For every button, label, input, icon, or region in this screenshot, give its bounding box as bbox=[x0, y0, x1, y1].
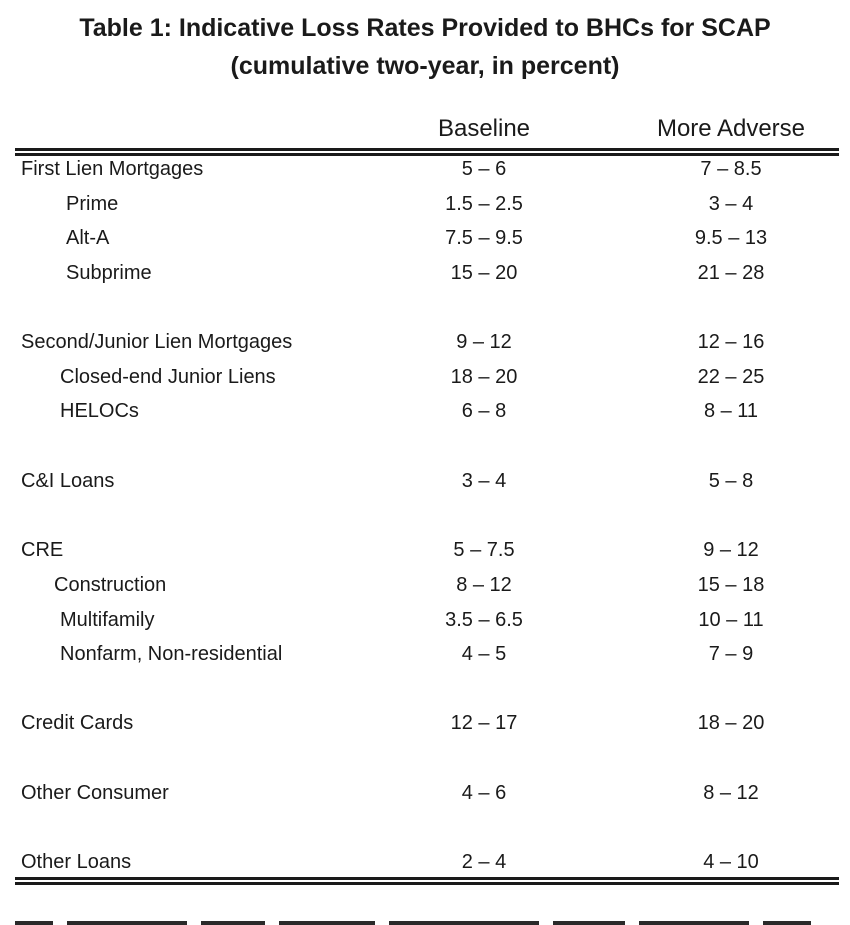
baseline-value: 3 – 4 bbox=[461, 470, 507, 492]
baseline-value: 5 – 7.5 bbox=[453, 539, 515, 561]
table-title: Table 1: Indicative Loss Rates Provided … bbox=[79, 14, 771, 42]
table-row: Credit Cards 12 – 17 18 – 20 bbox=[0, 708, 850, 738]
row-label: Other Loans bbox=[21, 851, 132, 873]
table-row: Multifamily 3.5 – 6.5 10 – 11 bbox=[0, 605, 850, 635]
table-row: Subprime 15 – 20 21 – 28 bbox=[0, 258, 850, 288]
more-adverse-value: 9.5 – 13 bbox=[694, 227, 768, 249]
more-adverse-value: 22 – 25 bbox=[697, 366, 765, 388]
baseline-value: 5 – 6 bbox=[461, 158, 507, 180]
baseline-value: 18 – 20 bbox=[450, 366, 518, 388]
table-row: CRE 5 – 7.5 9 – 12 bbox=[0, 535, 850, 565]
more-adverse-value: 15 – 18 bbox=[697, 574, 765, 596]
row-label: Other Consumer bbox=[21, 782, 169, 804]
baseline-value: 6 – 8 bbox=[461, 400, 507, 422]
table-row: Other Consumer 4 – 6 8 – 12 bbox=[0, 778, 850, 808]
column-header-more-adverse: More Adverse bbox=[656, 115, 806, 142]
table-row: Other Loans 2 – 4 4 – 10 bbox=[0, 847, 850, 877]
row-label: Alt-A bbox=[66, 227, 110, 249]
baseline-value: 3.5 – 6.5 bbox=[445, 609, 523, 631]
more-adverse-value: 3 – 4 bbox=[708, 193, 754, 215]
table-row: HELOCs 6 – 8 8 – 11 bbox=[0, 396, 850, 426]
row-label: Construction bbox=[54, 574, 167, 596]
header-rule-top bbox=[15, 148, 839, 151]
more-adverse-value: 21 – 28 bbox=[697, 262, 765, 284]
baseline-value: 15 – 20 bbox=[450, 262, 518, 284]
row-label: CRE bbox=[21, 539, 64, 561]
table-row: Prime 1.5 – 2.5 3 – 4 bbox=[0, 189, 850, 219]
row-label: Credit Cards bbox=[21, 712, 134, 734]
table-row: Nonfarm, Non-residential 4 – 5 7 – 9 bbox=[0, 639, 850, 669]
baseline-value: 1.5 – 2.5 bbox=[445, 193, 523, 215]
row-label: C&I Loans bbox=[21, 470, 115, 492]
more-adverse-value: 4 – 10 bbox=[703, 851, 759, 873]
table-row: Alt-A 7.5 – 9.5 9.5 – 13 bbox=[0, 223, 850, 253]
more-adverse-value: 7 – 9 bbox=[708, 643, 754, 665]
row-label: Nonfarm, Non-residential bbox=[60, 643, 283, 665]
row-label: HELOCs bbox=[60, 400, 139, 422]
more-adverse-value: 9 – 12 bbox=[703, 539, 759, 561]
table-subtitle: (cumulative two-year, in percent) bbox=[230, 52, 620, 80]
table-row: C&I Loans 3 – 4 5 – 8 bbox=[0, 466, 850, 496]
footer-rule-bottom bbox=[15, 882, 839, 885]
header-rule-bottom bbox=[15, 153, 839, 156]
more-adverse-value: 5 – 8 bbox=[708, 470, 754, 492]
baseline-value: 2 – 4 bbox=[461, 851, 507, 873]
baseline-value: 4 – 5 bbox=[461, 643, 507, 665]
row-label: Subprime bbox=[66, 262, 152, 284]
row-label: Prime bbox=[66, 193, 119, 215]
footer-rule-top bbox=[15, 877, 839, 880]
baseline-value: 7.5 – 9.5 bbox=[445, 227, 523, 249]
baseline-value: 4 – 6 bbox=[461, 782, 507, 804]
more-adverse-value: 8 – 11 bbox=[703, 400, 759, 422]
table-row: Second/Junior Lien Mortgages 9 – 12 12 –… bbox=[0, 327, 850, 357]
table-row: First Lien Mortgages 5 – 6 7 – 8.5 bbox=[0, 154, 850, 184]
row-label: Closed-end Junior Liens bbox=[60, 366, 276, 388]
baseline-value: 8 – 12 bbox=[456, 574, 512, 596]
row-label: Second/Junior Lien Mortgages bbox=[21, 331, 293, 353]
cropped-text-line bbox=[15, 914, 835, 925]
row-label: Multifamily bbox=[60, 609, 155, 631]
baseline-value: 9 – 12 bbox=[456, 331, 512, 353]
more-adverse-value: 7 – 8.5 bbox=[700, 158, 762, 180]
table-row: Closed-end Junior Liens 18 – 20 22 – 25 bbox=[0, 362, 850, 392]
baseline-value: 12 – 17 bbox=[450, 712, 518, 734]
more-adverse-value: 12 – 16 bbox=[697, 331, 765, 353]
more-adverse-value: 10 – 11 bbox=[698, 609, 764, 631]
row-label: First Lien Mortgages bbox=[21, 158, 204, 180]
table-row: Construction 8 – 12 15 – 18 bbox=[0, 570, 850, 600]
more-adverse-value: 8 – 12 bbox=[703, 782, 759, 804]
column-header-baseline: Baseline bbox=[437, 115, 531, 142]
more-adverse-value: 18 – 20 bbox=[697, 712, 765, 734]
